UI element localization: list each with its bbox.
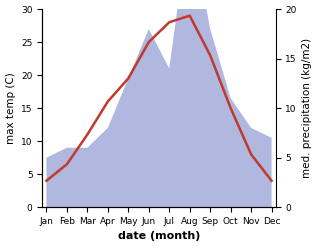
X-axis label: date (month): date (month) xyxy=(118,231,200,242)
Y-axis label: med. precipitation (kg/m2): med. precipitation (kg/m2) xyxy=(302,38,313,178)
Y-axis label: max temp (C): max temp (C) xyxy=(5,72,16,144)
